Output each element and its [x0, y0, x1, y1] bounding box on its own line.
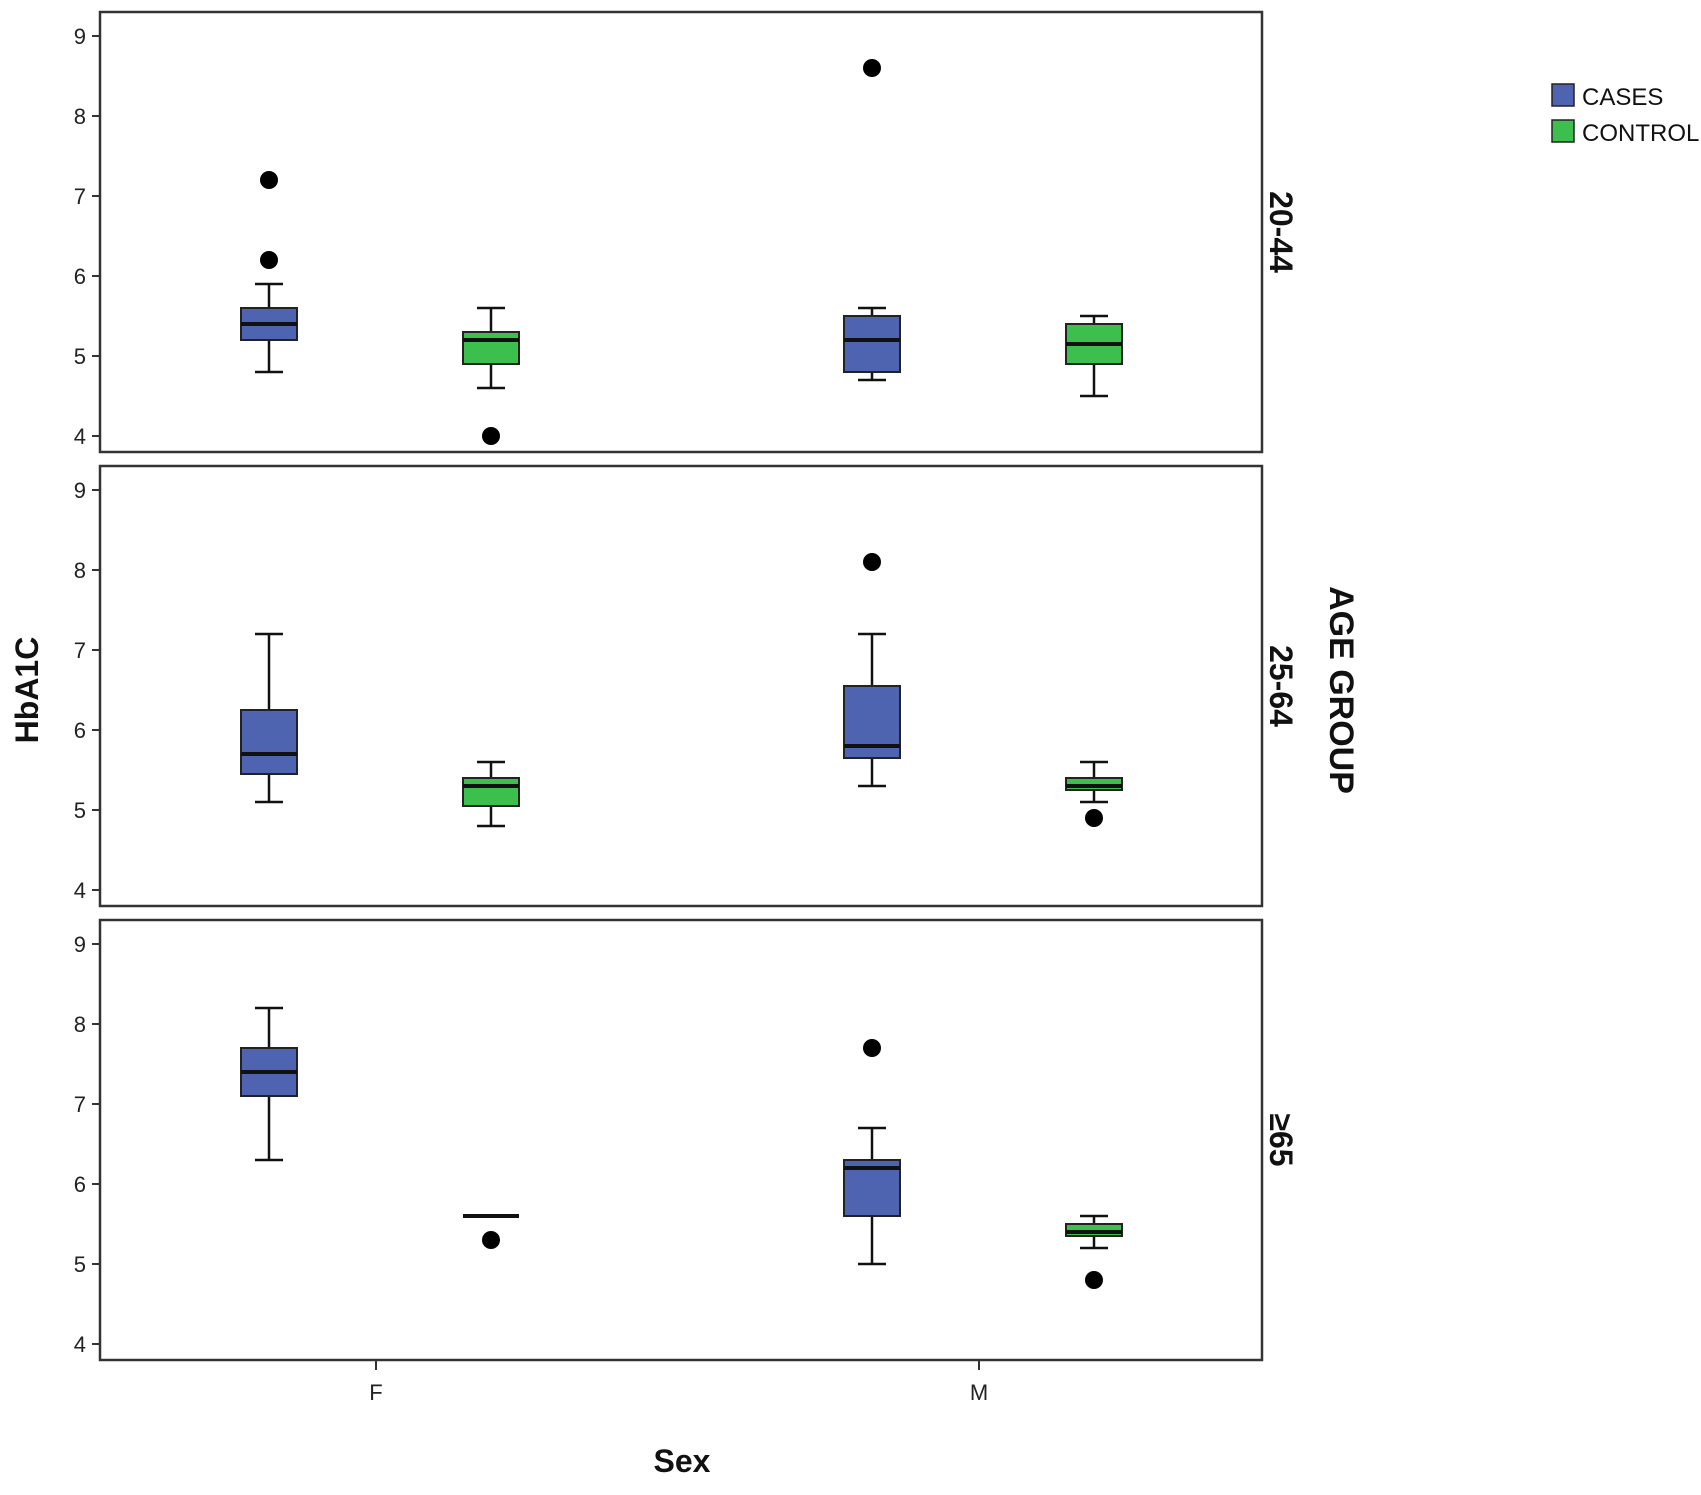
- y-tick-label: 7: [74, 184, 86, 209]
- y-tick-label: 4: [74, 424, 86, 449]
- y-axis-title: HbA1C: [9, 637, 45, 744]
- outlier-point: [482, 1231, 500, 1249]
- iqr-box: [240, 709, 298, 775]
- y-tick-label: 5: [74, 798, 86, 823]
- box-f-control: [463, 1214, 519, 1249]
- age-group-label: ≥65: [1263, 1113, 1299, 1166]
- y-tick-label: 7: [74, 638, 86, 663]
- panel-frame: [98, 464, 1264, 908]
- y-tick-label: 5: [74, 1252, 86, 1277]
- outlier-point: [863, 1039, 881, 1057]
- y-tick-label: 4: [74, 878, 86, 903]
- outlier-point: [260, 251, 278, 269]
- iqr-box: [462, 777, 520, 807]
- box-f-cases: [240, 632, 298, 804]
- legend-swatch-control: [1551, 119, 1575, 143]
- outlier-point: [863, 553, 881, 571]
- y-tick-label: 7: [74, 1092, 86, 1117]
- panel-frame: [98, 10, 1264, 454]
- panel-frame: [98, 918, 1264, 1362]
- box-m-control: [1065, 760, 1123, 827]
- y-tick-label: 6: [74, 1172, 86, 1197]
- y-tick-label: 9: [74, 478, 86, 503]
- age-group-label: 25-64: [1263, 645, 1299, 727]
- panels-layer: 4 5 6 7 8 9 20-44 4 5 6 7 8 9 25-64 4 5 6 7 8 9 ≥65 F M: [74, 10, 1299, 1405]
- legend-swatch-cases: [1551, 83, 1575, 107]
- legend-label-control: CONTROL: [1582, 120, 1699, 147]
- age-group-label: 20-44: [1263, 191, 1299, 273]
- iqr-box: [843, 315, 901, 373]
- box-m-cases: [843, 59, 901, 382]
- box-f-control: [462, 306, 520, 445]
- box-m-control: [1065, 1214, 1123, 1289]
- box-f-cases: [240, 171, 298, 374]
- x-tick-label: F: [369, 1380, 382, 1405]
- box-m-cases: [843, 1039, 901, 1266]
- panel-2: 4 5 6 7 8 9 25-64: [74, 464, 1299, 908]
- y-tick-label: 8: [74, 1012, 86, 1037]
- y-tick-label: 6: [74, 264, 86, 289]
- facet-axis-title: AGE GROUP: [1322, 586, 1360, 794]
- panel-3: 4 5 6 7 8 9 ≥65: [74, 918, 1299, 1362]
- y-tick-label: 8: [74, 558, 86, 583]
- y-tick-label: 9: [74, 932, 86, 957]
- box-f-cases: [240, 1006, 298, 1162]
- outlier-point: [482, 427, 500, 445]
- x-axis-title: Sex: [654, 1443, 711, 1479]
- outlier-point: [863, 59, 881, 77]
- x-tick-label: M: [970, 1380, 988, 1405]
- outlier-point: [1085, 1271, 1103, 1289]
- y-tick-label: 8: [74, 104, 86, 129]
- box-m-control: [1065, 314, 1123, 398]
- y-tick-label: 4: [74, 1332, 86, 1357]
- panel-1: 4 5 6 7 8 9 20-44: [74, 10, 1299, 454]
- iqr-box: [462, 331, 520, 365]
- box-f-control: [462, 760, 520, 828]
- legend-label-cases: CASES: [1582, 84, 1663, 111]
- y-tick-label: 6: [74, 718, 86, 743]
- outlier-point: [1085, 809, 1103, 827]
- y-tick-label: 5: [74, 344, 86, 369]
- outlier-point: [260, 171, 278, 189]
- legend: CASES CONTROL: [1551, 83, 1699, 147]
- box-m-cases: [843, 553, 901, 788]
- y-tick-label: 9: [74, 24, 86, 49]
